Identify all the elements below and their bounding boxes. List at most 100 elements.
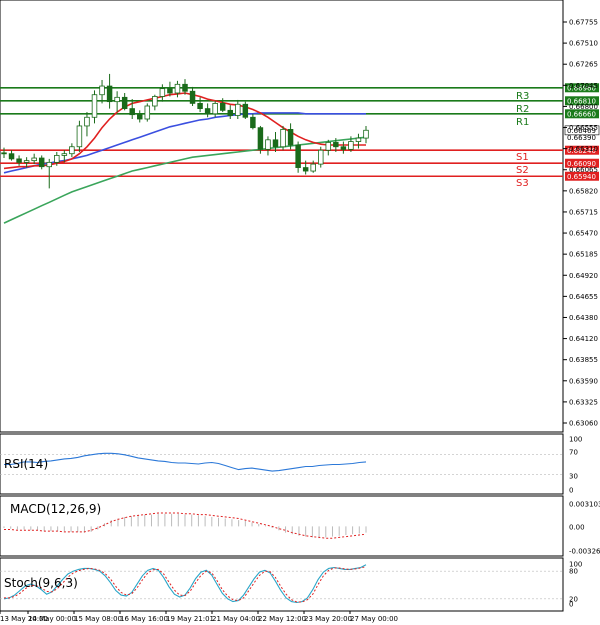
level-tag-bg [565,96,599,106]
candle-body [99,85,105,96]
rsi-tick-label: 0 [569,487,573,495]
stoch-tick-label: 100 [569,561,582,569]
candle-body [152,96,158,107]
price-tick-label: 0.65185 [569,251,598,259]
candle-body [265,139,271,150]
level-name-r2: R2 [516,104,529,115]
stoch-title: Stoch(9,6,3) [4,576,78,590]
time-tick-label: 19 May 21:01 [166,615,214,623]
candle-body [84,116,90,127]
level-tag-bg [565,171,599,181]
price-tick-label: 0.63325 [569,398,598,406]
price-tick-label: 0.67265 [569,61,598,69]
current-price-tag [564,125,600,136]
time-tick-label: 27 May 00:00 [350,615,398,623]
stoch-d-series [4,566,367,603]
price-tick-label: 0.67510 [569,40,598,48]
main-panel [0,0,564,433]
candle-body [204,108,211,115]
candle-body [31,157,37,162]
stoch-panel [0,557,564,612]
price-tick-label: 0.66065 [569,166,598,174]
price-tick-label: 0.64920 [569,272,598,280]
candle-body [46,161,52,168]
candle-body [250,116,256,129]
rsi-line [4,452,367,472]
price-tick-label: 0.64655 [569,293,598,301]
candle-body [235,103,241,116]
candle-body [8,153,15,160]
candle-body [23,160,30,163]
rsi-tick-label: 30 [569,473,578,481]
candle-body [61,153,68,156]
level-tag-bg [565,109,599,119]
price-tick-label: 0.66310 [569,145,598,153]
overlap-price-label: 0.66390 [567,134,596,142]
macd-histogram [3,513,367,539]
rsi-tick-label: 100 [569,436,582,444]
level-tag-label: 0.66660 [567,110,596,118]
level-tag-bg [565,145,599,155]
stoch-tick-label: 80 [569,568,578,576]
candle-body [174,83,181,94]
candle-body [212,102,218,115]
level-tag-label: 0.66090 [567,160,596,168]
candle-body [302,167,309,172]
price-tick-label: 0.65470 [569,230,598,238]
price-axis: 0.67755 0.67510 0.67265 0.67045 0.66800 0.665… [563,19,598,428]
candle-body [287,129,294,146]
ma-slow-line [3,136,367,224]
candle-body [159,88,166,97]
level-name-r3: R3 [516,91,529,102]
candle-body [227,109,233,116]
level-name-s3: S3 [516,178,529,189]
candle-body [348,141,354,150]
candle-body [219,102,226,111]
candle-body [91,94,98,118]
candle-body [137,114,143,120]
level-tag-label: 0.66810 [567,97,596,105]
level-name-s1: S1 [516,152,529,163]
candle-body [333,142,339,148]
time-tick-label: 15 May 08:00 [74,615,122,623]
stoch-grid [0,570,563,600]
macd-signal-series [4,512,367,539]
level-tag-bg [565,158,599,168]
candle-body [129,108,135,116]
candle-body [325,142,332,151]
macd-tick-label: -0.003262 [569,548,600,556]
candle-body [242,103,249,118]
candle-body [54,155,60,163]
price-tick-label: 0.66800 [569,103,598,111]
candle-body [355,137,362,142]
candle-body [144,105,151,120]
stoch-tick-label: 0 [569,601,573,609]
level-name-r1: R1 [516,117,529,128]
current-price-label: 0.66469 [567,127,596,135]
level-tag-label: 0.65940 [567,173,596,181]
price-tick-label: 0.63060 [569,420,598,428]
rsi-tick-label: 70 [569,449,578,457]
candle-body [257,127,264,150]
candle-body [182,83,188,92]
candle-body [197,102,203,109]
candle-body [121,96,128,109]
level-tag-label: 0.66960 [567,84,596,92]
price-tick-label: 0.63855 [569,356,598,364]
candle-body [363,129,369,139]
candle-body [69,146,75,155]
time-tick-label: 13 May 20:00 [0,615,48,623]
candle-body [1,152,7,155]
price-tick-label: 0.67755 [569,19,598,27]
candle-body [38,157,45,168]
price-tick-label: 0.65715 [569,208,598,216]
price-tick-label: 0.63590 [569,377,598,385]
candle-body [318,149,324,165]
macd-title: MACD(12,26,9) [10,502,101,516]
macd-tick-label: 0.00 [569,524,585,532]
price-tick-label: 0.66555 [569,124,598,132]
rsi-title: RSI(14) [4,457,48,471]
candle-body [106,85,113,103]
